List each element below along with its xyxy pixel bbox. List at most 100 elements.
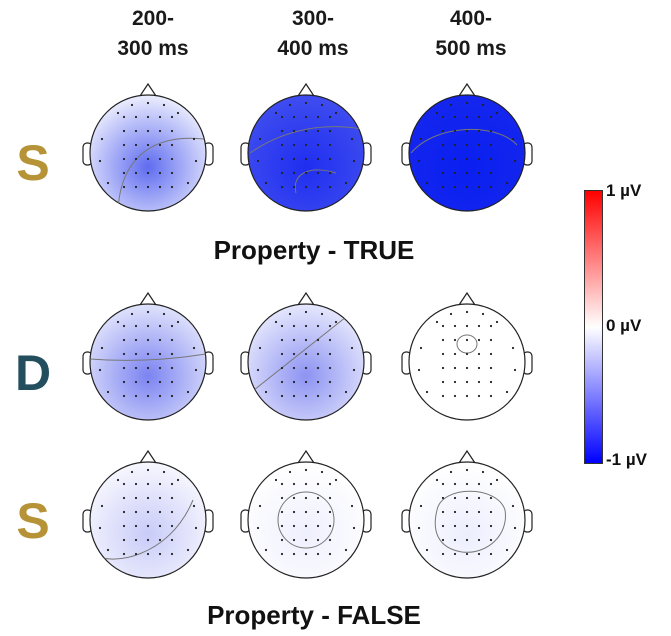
electrode-dot bbox=[170, 538, 174, 542]
condition-title-true: Property - TRUE bbox=[213, 235, 415, 265]
colorbar-max-label: 1 µV bbox=[606, 181, 642, 200]
electrode-dot bbox=[194, 368, 198, 372]
electrode-dot bbox=[134, 352, 138, 356]
electrode-dot bbox=[477, 510, 481, 514]
electrode-dot bbox=[122, 157, 126, 161]
head-outline bbox=[247, 303, 365, 421]
electrode-dot bbox=[162, 103, 166, 107]
electrode-dot bbox=[192, 346, 196, 350]
electrode-dot bbox=[146, 171, 150, 175]
electrode-dot bbox=[328, 366, 332, 370]
electrode-dot bbox=[134, 185, 138, 189]
electrode-dot bbox=[328, 510, 332, 514]
electrode-dot bbox=[100, 137, 104, 141]
column-header-400-500: 400- 500 ms bbox=[435, 7, 507, 60]
electrode-dot bbox=[134, 129, 138, 133]
electrode-dot bbox=[352, 526, 356, 530]
electrode-dot bbox=[441, 366, 445, 370]
electrode-dot bbox=[453, 185, 457, 189]
electrode-dot bbox=[465, 510, 469, 514]
column-header-200-300: 200- 300 ms bbox=[117, 7, 189, 60]
electrode-dot bbox=[489, 115, 493, 119]
electrode-dot bbox=[146, 157, 150, 161]
electrode-dot bbox=[122, 380, 126, 384]
electrode-dot bbox=[304, 538, 308, 542]
electrode-dot bbox=[328, 157, 332, 161]
electrode-dot bbox=[316, 552, 320, 556]
electrode-dot bbox=[316, 115, 320, 119]
electrode-dot bbox=[134, 157, 138, 161]
electrode-dot bbox=[465, 352, 469, 356]
electrode-dot bbox=[274, 478, 278, 482]
electrode-dot bbox=[320, 470, 324, 474]
electrode-dot bbox=[146, 552, 150, 556]
electrode-dot bbox=[292, 185, 296, 189]
electrode-dot bbox=[449, 103, 453, 107]
electrode-dot bbox=[417, 368, 421, 372]
column-header-300-400: 300- 400 ms bbox=[277, 7, 349, 60]
electrode-dot bbox=[441, 338, 445, 342]
electrode-dot bbox=[158, 538, 162, 542]
electrode-dot bbox=[122, 524, 126, 528]
electrode-dot bbox=[288, 103, 292, 107]
electrode-dot bbox=[280, 324, 284, 328]
electrode-dot bbox=[328, 524, 332, 528]
electrode-dot bbox=[122, 538, 126, 542]
electrode-dot bbox=[489, 366, 493, 370]
electrode-dot bbox=[280, 482, 284, 486]
electrode-dot bbox=[170, 115, 174, 119]
electrode-dot bbox=[146, 482, 150, 486]
electrode-dot bbox=[352, 368, 356, 372]
electrode-dot bbox=[292, 394, 296, 398]
electrode-dot bbox=[170, 366, 174, 370]
electrode-dot bbox=[130, 103, 134, 107]
electrode-dot bbox=[146, 394, 150, 398]
electrode-dot bbox=[158, 394, 162, 398]
electrode-dot bbox=[280, 380, 284, 384]
electrode-dot bbox=[477, 338, 481, 342]
electrode-dot bbox=[280, 115, 284, 119]
electrode-dot bbox=[146, 185, 150, 189]
topomap-r1-c2 bbox=[401, 291, 533, 421]
electrode-dot bbox=[304, 468, 308, 472]
electrode-dot bbox=[146, 324, 150, 328]
electrode-dot bbox=[304, 310, 308, 314]
electrode-dot bbox=[304, 496, 308, 500]
electrode-dot bbox=[280, 352, 284, 356]
electrode-dot bbox=[106, 390, 110, 394]
electrode-dot bbox=[122, 338, 126, 342]
electrode-dot bbox=[481, 470, 485, 474]
electrode-dot bbox=[495, 478, 499, 482]
head-outline bbox=[408, 461, 526, 579]
electrode-dot bbox=[134, 324, 138, 328]
electrode-dot bbox=[435, 320, 439, 324]
electrode-dot bbox=[158, 143, 162, 147]
electrode-dot bbox=[280, 510, 284, 514]
electrode-dot bbox=[162, 312, 166, 316]
electrode-dot bbox=[441, 129, 445, 133]
electrode-dot bbox=[122, 482, 126, 486]
electrode-dot bbox=[435, 478, 439, 482]
electrode-dot bbox=[328, 352, 332, 356]
electrode-dot bbox=[328, 482, 332, 486]
electrode-dot bbox=[280, 394, 284, 398]
electrode-dot bbox=[146, 115, 150, 119]
electrode-dot bbox=[158, 352, 162, 356]
electrode-dot bbox=[465, 482, 469, 486]
head-outline bbox=[89, 303, 207, 421]
electrode-dot bbox=[441, 394, 445, 398]
electrode-dot bbox=[304, 366, 308, 370]
electrode-dot bbox=[328, 171, 332, 175]
contour-line bbox=[253, 316, 347, 391]
electrode-dot bbox=[158, 524, 162, 528]
electrode-dot bbox=[316, 324, 320, 328]
electrode-dot bbox=[316, 338, 320, 342]
electrode-dot bbox=[292, 380, 296, 384]
electrode-dot bbox=[292, 129, 296, 133]
electrode-dot bbox=[292, 552, 296, 556]
electrode-dot bbox=[134, 552, 138, 556]
electrode-dot bbox=[495, 111, 499, 115]
electrode-dot bbox=[453, 552, 457, 556]
electrode-dot bbox=[176, 111, 180, 115]
electrode-dot bbox=[304, 157, 308, 161]
